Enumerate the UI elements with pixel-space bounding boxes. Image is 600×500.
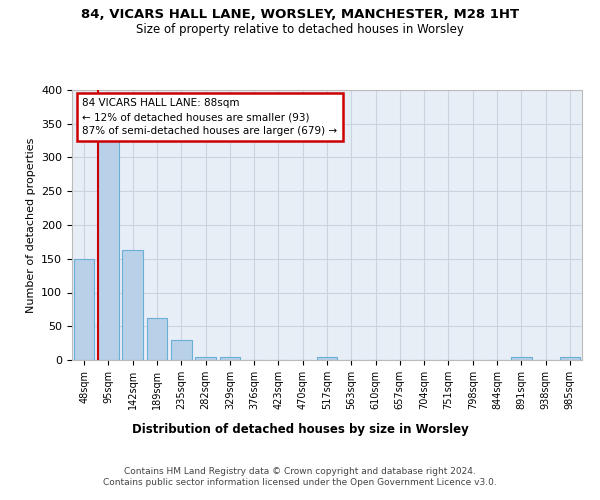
Bar — [146, 318, 167, 360]
Bar — [511, 356, 532, 360]
Bar — [98, 140, 119, 360]
Bar — [195, 356, 216, 360]
Bar — [122, 250, 143, 360]
Text: Size of property relative to detached houses in Worsley: Size of property relative to detached ho… — [136, 22, 464, 36]
Bar — [74, 259, 94, 360]
Bar — [560, 356, 580, 360]
Bar — [317, 356, 337, 360]
Text: 84 VICARS HALL LANE: 88sqm
← 12% of detached houses are smaller (93)
87% of semi: 84 VICARS HALL LANE: 88sqm ← 12% of deta… — [82, 98, 337, 136]
Bar — [220, 356, 240, 360]
Y-axis label: Number of detached properties: Number of detached properties — [26, 138, 35, 312]
Bar — [171, 340, 191, 360]
Text: 84, VICARS HALL LANE, WORSLEY, MANCHESTER, M28 1HT: 84, VICARS HALL LANE, WORSLEY, MANCHESTE… — [81, 8, 519, 20]
Text: Contains HM Land Registry data © Crown copyright and database right 2024.
Contai: Contains HM Land Registry data © Crown c… — [103, 468, 497, 487]
Text: Distribution of detached houses by size in Worsley: Distribution of detached houses by size … — [131, 422, 469, 436]
